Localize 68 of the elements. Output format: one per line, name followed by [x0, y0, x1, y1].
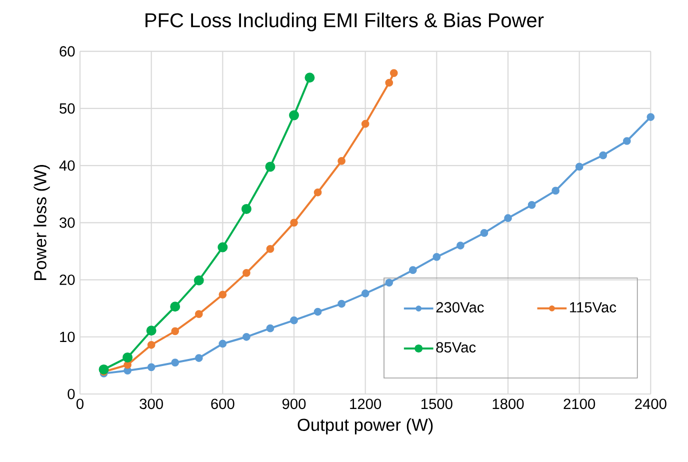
- point: [304, 72, 315, 83]
- point: [290, 218, 298, 227]
- y-tick-label: 10: [60, 332, 75, 342]
- point: [147, 340, 156, 349]
- point: [385, 78, 394, 87]
- point: [194, 275, 204, 286]
- point: [552, 186, 560, 195]
- x-tick-label: 1800: [492, 398, 524, 410]
- point: [338, 300, 346, 308]
- point: [122, 352, 133, 362]
- x-tick-label: 900: [282, 398, 306, 410]
- y-tick-label: 40: [59, 160, 75, 171]
- point: [480, 229, 488, 237]
- point: [456, 242, 464, 250]
- point: [218, 242, 228, 252]
- point: [338, 157, 346, 165]
- point: [314, 188, 322, 196]
- point: [194, 310, 203, 318]
- x-tick-label: 2100: [564, 398, 596, 410]
- point: [265, 162, 276, 172]
- point: [622, 137, 631, 145]
- legend-label: 85Vac: [436, 342, 476, 353]
- point: [241, 204, 252, 214]
- chart-title: PFC Loss Including EMI Filters & Bias Power: [146, 12, 544, 32]
- y-axis-title: Power loss (W): [34, 165, 50, 280]
- point: [124, 360, 132, 369]
- point: [289, 110, 300, 120]
- y-tick-label: 0: [68, 388, 75, 400]
- legend-label: 115Vac: [570, 302, 616, 312]
- point: [146, 326, 156, 336]
- point: [218, 340, 227, 348]
- point: [242, 332, 250, 341]
- y-tick-label: 30: [60, 217, 75, 228]
- point: [290, 316, 298, 324]
- point: [575, 162, 584, 171]
- point: [361, 290, 370, 298]
- point: [646, 113, 655, 121]
- y-tick-label: 20: [60, 274, 75, 285]
- point: [266, 324, 274, 332]
- legend-label: 230Vac: [436, 302, 484, 313]
- x-tick-label: 0: [76, 398, 84, 410]
- point: [171, 327, 180, 336]
- y-tick-label: 60: [60, 46, 75, 57]
- x-tick-label: 300: [140, 398, 163, 410]
- x-axis-title: Output power (W): [298, 418, 433, 434]
- point: [385, 278, 394, 287]
- point: [218, 290, 227, 299]
- y-tick-label: 50: [60, 103, 75, 114]
- point: [504, 214, 512, 222]
- x-tick-label: 600: [211, 398, 234, 410]
- point: [361, 120, 370, 128]
- point: [98, 364, 109, 374]
- point: [124, 366, 132, 375]
- point: [408, 266, 417, 274]
- point: [528, 201, 536, 209]
- point: [599, 151, 608, 160]
- x-tick-label: 1200: [350, 398, 382, 410]
- point: [432, 253, 441, 261]
- point: [242, 268, 250, 277]
- point: [390, 69, 398, 77]
- point: [194, 354, 203, 362]
- point: [147, 363, 156, 372]
- x-tick-label: 1500: [421, 398, 452, 410]
- point: [171, 358, 180, 367]
- point: [170, 302, 180, 312]
- point: [266, 245, 274, 253]
- x-tick-label: 2400: [635, 398, 666, 410]
- point: [314, 308, 322, 316]
